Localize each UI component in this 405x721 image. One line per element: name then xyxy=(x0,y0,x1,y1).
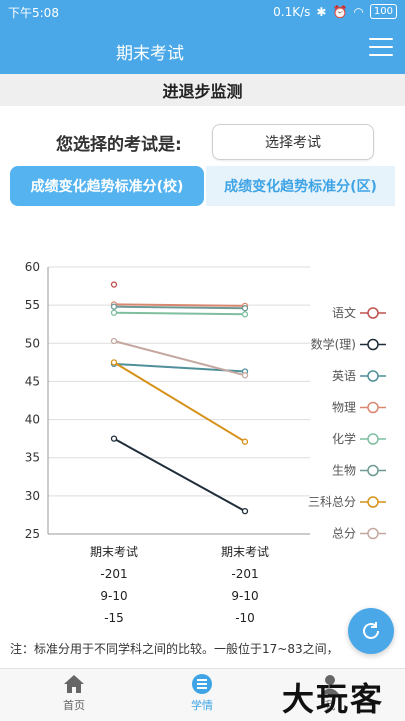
nav-study-label: 学情 xyxy=(191,699,213,712)
series-line-7 xyxy=(113,340,246,377)
data-point xyxy=(241,372,249,379)
y-tick-label: 50 xyxy=(25,336,40,350)
battery-icon: 100 xyxy=(369,4,397,19)
x-tick-label: -201 xyxy=(100,567,127,581)
x-tick-label: 9-10 xyxy=(100,589,127,603)
legend-marker xyxy=(367,338,379,351)
y-tick-label: 25 xyxy=(25,527,40,541)
legend-label: 总分 xyxy=(332,527,356,541)
status-time: 下午5:08 xyxy=(8,6,59,20)
legend-label: 数学(理) xyxy=(311,337,356,352)
nav-study[interactable]: 学情 xyxy=(162,673,242,713)
legend-marker xyxy=(367,496,379,508)
nav-home-label: 首页 xyxy=(63,699,85,712)
menu-icon[interactable] xyxy=(369,38,393,58)
legend-label: 语文 xyxy=(332,305,356,320)
nav-home[interactable]: 首页 xyxy=(34,673,114,713)
note-text: 注：标准分用于不同学科之间的比较。一般位于17~83之间， xyxy=(10,642,339,656)
x-tick-label: 期末考试 xyxy=(221,544,269,559)
x-tick-label: -15 xyxy=(104,611,124,625)
legend-label: 三科总分 xyxy=(308,495,356,509)
y-tick-label: 55 xyxy=(25,298,40,312)
series-line-6 xyxy=(113,361,246,443)
refresh-button[interactable] xyxy=(348,608,394,654)
legend-marker xyxy=(367,527,379,540)
legend-label: 化学 xyxy=(332,431,356,446)
app-bar: 期末考试 xyxy=(0,24,405,74)
data-point xyxy=(110,309,118,316)
x-tick-label: -10 xyxy=(235,611,255,625)
y-tick-label: 40 xyxy=(25,413,40,427)
y-tick-label: 30 xyxy=(25,489,40,503)
section-header: 进退步监测 xyxy=(0,74,405,106)
data-point xyxy=(110,359,118,366)
data-point xyxy=(241,438,249,445)
legend-label: 物理 xyxy=(332,401,356,415)
bottom-nav: 首页 学情 我 xyxy=(0,668,405,721)
status-icons: 0.1K/s ✱ ⏰ ◠ 100 xyxy=(273,4,397,19)
list-icon xyxy=(192,674,212,694)
legend-marker xyxy=(367,433,379,445)
network-speed: 0.1K/s xyxy=(273,4,311,19)
nav-me-label: 我 xyxy=(324,699,336,712)
data-point xyxy=(110,337,118,345)
legend-marker xyxy=(367,307,379,319)
person-icon xyxy=(321,675,339,694)
series-line-4 xyxy=(113,311,246,316)
tab-school[interactable]: 成绩变化趋势标准分(校) xyxy=(10,166,204,206)
legend-marker xyxy=(367,464,379,477)
nav-me[interactable]: 我 xyxy=(290,673,370,713)
y-tick-label: 60 xyxy=(25,260,40,274)
bluetooth-icon: ✱ xyxy=(316,4,327,19)
wifi-icon: ◠ xyxy=(353,4,364,19)
alarm-icon: ⏰ xyxy=(332,4,348,19)
exam-select-label: 您选择的考试是: xyxy=(56,135,182,155)
x-tick-label: 9-10 xyxy=(231,589,258,603)
data-point xyxy=(241,507,249,515)
legend-marker xyxy=(367,370,379,382)
series-line-5 xyxy=(113,305,246,310)
tab-district[interactable]: 成绩变化趋势标准分(区) xyxy=(206,166,395,206)
legend-marker xyxy=(367,401,379,414)
series-line-1 xyxy=(113,437,246,512)
legend-label: 英语 xyxy=(332,369,356,383)
x-tick-label: -201 xyxy=(231,567,258,581)
series-line-3 xyxy=(113,303,246,307)
data-point xyxy=(241,305,249,312)
data-point xyxy=(110,281,118,288)
page-title: 期末考试 xyxy=(116,44,184,64)
trend-chart: 60 55 50 45 40 35 30 25 期末考试 -201 9-10 -15 期末考试 -201 9… xyxy=(25,260,386,625)
status-bar: 下午5:08 0.1K/s ✱ ⏰ ◠ 100 xyxy=(0,0,405,24)
home-icon xyxy=(64,675,84,693)
x-tick-label: 期末考试 xyxy=(90,544,138,559)
data-point xyxy=(110,303,118,310)
select-exam-button[interactable]: 选择考试 xyxy=(212,124,374,160)
y-tick-label: 35 xyxy=(25,451,40,465)
data-point xyxy=(241,311,249,318)
watermark-logo: 大玩客 xyxy=(282,680,385,718)
legend-label: 生物 xyxy=(332,464,356,478)
data-point xyxy=(110,435,118,442)
refresh-icon xyxy=(363,622,379,639)
section-title: 进退步监测 xyxy=(162,82,243,101)
y-tick-label: 45 xyxy=(25,374,40,388)
